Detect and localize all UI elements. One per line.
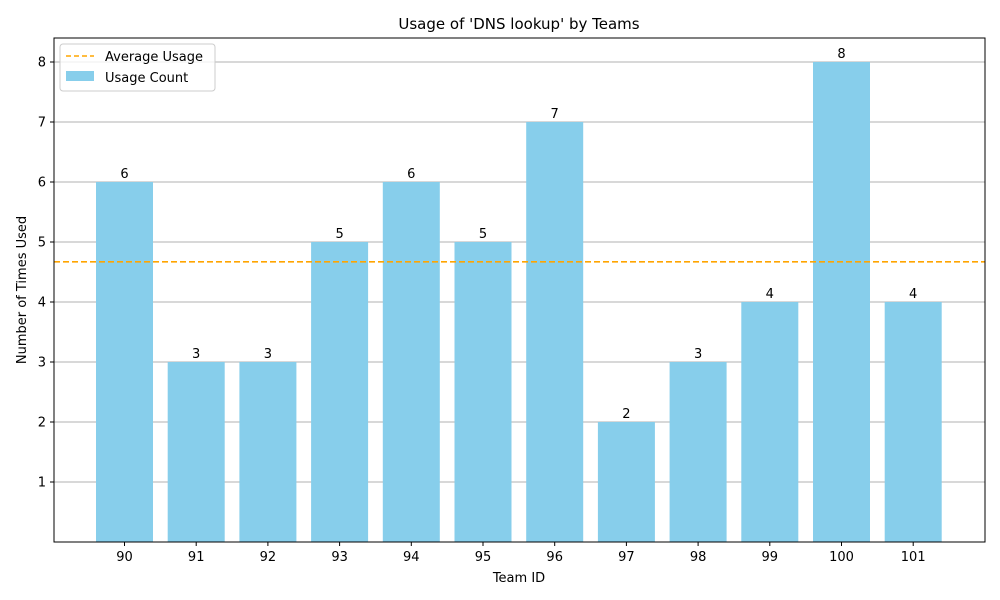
- y-tick-label: 7: [38, 116, 46, 131]
- y-axis-ticks: 1 2 3 4 5 6 7 8: [38, 56, 54, 491]
- bar: [454, 242, 512, 542]
- legend-usage-label: Usage Count: [105, 71, 188, 86]
- bar: [813, 62, 870, 542]
- bar-value-label: 6: [120, 167, 128, 182]
- bar-value-label: 4: [909, 287, 917, 302]
- bar: [669, 362, 727, 542]
- bar-value-label: 3: [694, 347, 702, 362]
- bar: [382, 182, 440, 542]
- x-tick-label: 96: [546, 550, 563, 565]
- bar-value-label: 8: [837, 47, 845, 62]
- bar-value-label: 2: [622, 407, 630, 422]
- bar: [167, 362, 225, 542]
- bar: [239, 362, 297, 542]
- x-tick-label: 100: [829, 550, 854, 565]
- bar-value-label: 7: [551, 107, 559, 122]
- legend-box: [59, 43, 216, 92]
- legend-average-label: Average Usage: [105, 50, 203, 65]
- bar: [884, 302, 942, 542]
- bar-value-label: 5: [335, 227, 343, 242]
- plot-frame: [53, 37, 986, 543]
- bar: [597, 422, 655, 542]
- y-tick-label: 4: [38, 296, 46, 311]
- chart-title: Usage of 'DNS lookup' by Teams: [398, 15, 639, 33]
- x-tick-label: 101: [901, 550, 926, 565]
- x-tick-label: 99: [762, 550, 779, 565]
- bar: [526, 122, 584, 542]
- x-tick-label: 94: [403, 550, 420, 565]
- data-labels: 6 3 3 5 6 5 7 2 3 4 8 4: [120, 47, 917, 422]
- x-tick-label: 92: [260, 550, 277, 565]
- bar: [311, 242, 369, 542]
- x-axis-ticks: 90 91 92 93 94 95 96 97 98 99 100 101: [116, 542, 926, 565]
- bar-value-label: 3: [192, 347, 200, 362]
- bar-value-label: 3: [264, 347, 272, 362]
- bar: [96, 182, 153, 542]
- x-axis-label: Team ID: [492, 571, 545, 586]
- x-tick-label: 91: [188, 550, 205, 565]
- bar: [741, 302, 799, 542]
- y-tick-label: 3: [38, 356, 46, 371]
- bar-value-label: 6: [407, 167, 415, 182]
- x-tick-label: 90: [116, 550, 133, 565]
- y-tick-label: 2: [38, 416, 46, 431]
- y-tick-label: 8: [38, 56, 46, 71]
- legend-usage-swatch: [66, 71, 94, 81]
- x-tick-label: 93: [331, 550, 348, 565]
- y-axis-label: Number of Times Used: [15, 216, 30, 364]
- bars: [96, 62, 942, 542]
- bar-value-label: 4: [766, 287, 774, 302]
- y-tick-label: 6: [38, 176, 46, 191]
- y-tick-label: 5: [38, 236, 46, 251]
- x-tick-label: 95: [475, 550, 492, 565]
- x-tick-label: 98: [690, 550, 707, 565]
- bar-value-label: 5: [479, 227, 487, 242]
- legend: Average Usage Usage Count: [59, 43, 216, 92]
- y-tick-label: 1: [38, 476, 46, 491]
- x-tick-label: 97: [618, 550, 635, 565]
